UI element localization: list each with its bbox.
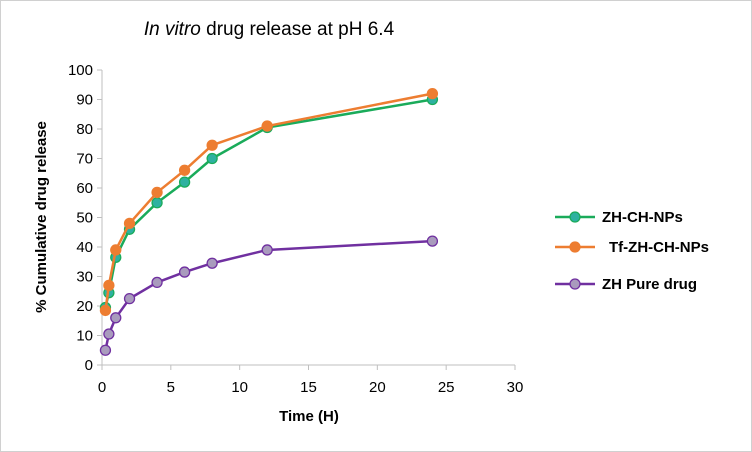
chart-title-italic: In vitro (144, 19, 201, 40)
axes-layer: 0 10 20 30 40 50 60 70 80 90 100 0 5 10 15 20 25 30 (68, 62, 523, 396)
series-2 (99, 87, 439, 317)
data-point (178, 164, 191, 176)
data-point (151, 186, 163, 199)
x-tick-label: 30 (507, 379, 524, 396)
data-point (103, 328, 115, 340)
data-point (123, 292, 136, 305)
x-tick-label: 10 (231, 379, 248, 396)
data-point (99, 304, 112, 317)
y-tick-label: 80 (76, 121, 93, 138)
data-point (178, 176, 191, 188)
data-point (103, 279, 115, 292)
legend-item: ZH-CH-NPs (555, 209, 683, 226)
data-point (99, 344, 112, 356)
y-tick-label: 90 (76, 92, 93, 109)
data-point (426, 87, 439, 100)
data-point (206, 139, 218, 151)
data-point (123, 217, 136, 230)
data-point (426, 235, 439, 247)
x-axis-title: Time (H) (279, 408, 339, 425)
y-tick-label: 70 (76, 151, 93, 168)
y-tick-label: 60 (76, 180, 93, 197)
data-point (206, 152, 218, 165)
x-tick-label: 25 (438, 379, 455, 396)
series-3 (99, 235, 439, 356)
legend-marker (569, 241, 581, 253)
y-tick-label: 100 (68, 62, 93, 79)
chart-title-rest: drug release at pH 6.4 (201, 19, 395, 40)
y-tick-label: 10 (76, 328, 93, 345)
y-tick-label: 50 (76, 210, 93, 227)
data-point (110, 312, 122, 324)
x-tick-label: 15 (300, 379, 317, 396)
y-tick-label: 30 (76, 269, 93, 286)
legend-marker (569, 278, 581, 290)
legend-label: ZH Pure drug (602, 276, 697, 293)
data-point (261, 120, 273, 132)
chart-title: In vitro drug release at pH 6.4 (144, 19, 395, 40)
legend-label: Tf-ZH-CH-NPs (609, 239, 709, 256)
legend-label: ZH-CH-NPs (602, 209, 683, 226)
data-point (206, 257, 218, 269)
x-tick-label: 5 (167, 379, 175, 396)
legend: ZH-CH-NPs Tf-ZH-CH-NPs ZH Pure drug (555, 209, 709, 293)
legend-item: ZH Pure drug (555, 276, 697, 293)
series-layer (99, 87, 439, 356)
x-tick-label: 0 (98, 379, 106, 396)
y-axis-title: % Cumulative drug release (33, 121, 50, 313)
y-tick-label: 0 (85, 357, 93, 374)
legend-marker (569, 211, 581, 223)
data-point (151, 197, 163, 209)
data-point (151, 276, 163, 289)
data-point (178, 266, 191, 278)
series-line (104, 239, 433, 351)
y-tick-label: 20 (76, 298, 93, 315)
data-point (110, 244, 122, 256)
x-tick-label: 20 (369, 379, 386, 396)
legend-item: Tf-ZH-CH-NPs (555, 239, 709, 256)
data-point (261, 244, 273, 256)
y-tick-label: 40 (76, 239, 93, 256)
